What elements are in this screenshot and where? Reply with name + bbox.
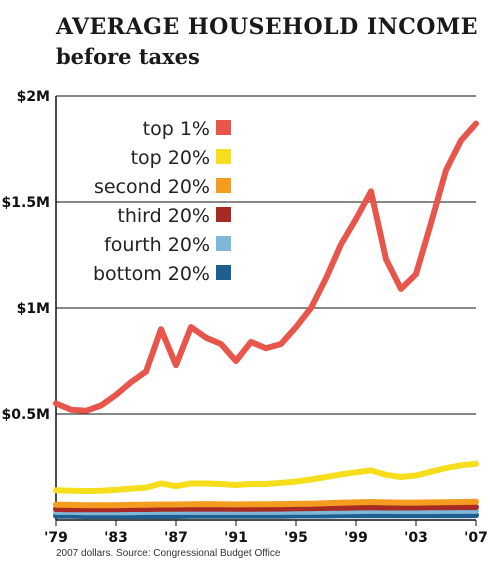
legend-label: fourth 20% xyxy=(104,234,210,256)
legend-swatch xyxy=(216,120,231,135)
source-note: 2007 dollars. Source: Congressional Budg… xyxy=(56,548,281,559)
legend-swatch xyxy=(216,178,231,193)
legend-label: top 20% xyxy=(131,147,210,169)
chart-subtitle: before taxes xyxy=(56,44,200,69)
legend-swatch xyxy=(216,207,231,222)
legend: top 1% top 20% second 20% third 20% fourth 2… xyxy=(93,118,231,285)
y-tick-label: $1.5M xyxy=(2,195,50,211)
y-tick-label: $0.5M xyxy=(2,407,50,423)
legend-label: second 20% xyxy=(94,176,210,198)
chart-title: AVERAGE HOUSEHOLD INCOME xyxy=(56,14,479,40)
series-line-2 xyxy=(53,498,479,509)
x-tick-label: '03 xyxy=(404,530,428,546)
series-line-1 xyxy=(53,460,479,494)
x-tick-label: '91 xyxy=(224,530,248,546)
grid xyxy=(55,95,476,521)
x-tick-label: '79 xyxy=(44,530,68,546)
series-line-4 xyxy=(53,507,479,516)
y-axis-ticks: $0.5M $1M $1.5M $2M xyxy=(2,89,50,423)
legend-swatch xyxy=(216,149,231,164)
x-tick-label: '83 xyxy=(104,530,128,546)
legend-swatch xyxy=(216,236,231,251)
x-tick-label: '99 xyxy=(344,530,368,546)
series-line-0 xyxy=(53,120,479,414)
series-line-3 xyxy=(53,504,479,513)
legend-swatch xyxy=(216,265,231,280)
y-tick-label: $2M xyxy=(17,89,50,105)
x-tick-label: '95 xyxy=(284,530,308,546)
x-tick-label: '87 xyxy=(164,530,188,546)
legend-label: bottom 20% xyxy=(93,263,210,285)
legend-label: top 1% xyxy=(143,118,210,140)
series-lines xyxy=(53,120,479,519)
legend-label: third 20% xyxy=(117,205,210,227)
x-tick-label: '07 xyxy=(464,530,488,546)
y-tick-label: $1M xyxy=(17,301,50,317)
series-line-5 xyxy=(53,512,479,519)
x-axis-ticks: '79 '83 '87 '91 '95 '99 '03 '07 xyxy=(44,520,488,546)
